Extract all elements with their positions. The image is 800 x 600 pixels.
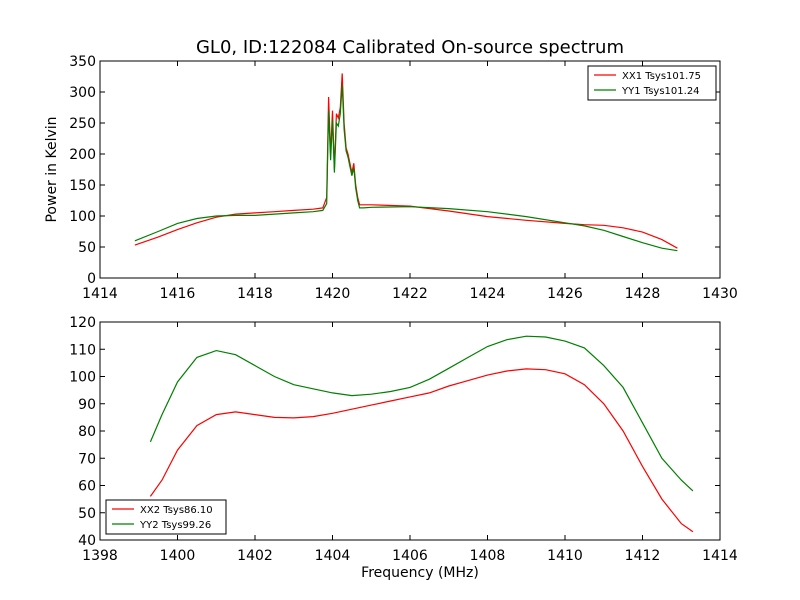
- y-tick-label: 250: [69, 116, 96, 132]
- legend-label: YY2 Tsys99.26: [139, 520, 211, 531]
- series-line-yy: [134, 84, 678, 252]
- legend-label: YY1 Tsys101.24: [621, 86, 700, 97]
- x-tick-label: 1426: [547, 286, 583, 302]
- y-tick-label: 50: [78, 506, 96, 522]
- x-tick-label: 1424: [470, 286, 506, 302]
- legend-box: [587, 65, 717, 101]
- y-tick-label: 90: [78, 397, 96, 413]
- y-tick-label: 40: [78, 533, 96, 549]
- series-line-yy: [149, 335, 694, 492]
- y-axis-label: Power in Kelvin: [44, 116, 60, 222]
- bottom-subplot: 1398 1400 1402 1404 1406 1408 1410 1412 1414 40 50…: [69, 315, 738, 581]
- x-tick-label: 1400: [160, 548, 196, 564]
- x-tick-label: 1404: [315, 548, 351, 564]
- x-tick-label: 1410: [547, 548, 583, 564]
- top-subplot: 1414 1416 1418 1420 1422 1424 1426 1428 1430 0 50 1…: [44, 54, 738, 302]
- y-tick-label: 110: [69, 342, 96, 358]
- x-tick-label: 1406: [392, 548, 428, 564]
- y-tick-label: 70: [78, 451, 96, 467]
- x-axis-label: Frequency (MHz): [361, 565, 479, 581]
- legend-box: [105, 499, 227, 535]
- x-tick-label: 1414: [82, 286, 118, 302]
- x-tick-label: 1402: [237, 548, 273, 564]
- y-tick-label: 150: [69, 178, 96, 194]
- series-line-xx: [149, 368, 694, 533]
- x-tick-label: 1412: [625, 548, 661, 564]
- y-tick-label: 50: [78, 240, 96, 256]
- y-tick-label: 100: [69, 209, 96, 225]
- y-tick-label: 100: [69, 370, 96, 386]
- x-tick-label: 1430: [702, 286, 738, 302]
- x-tick-label: 1414: [702, 548, 738, 564]
- y-tick-label: 350: [69, 54, 96, 70]
- y-tick-label: 60: [78, 479, 96, 495]
- x-tick-label: 1420: [315, 286, 351, 302]
- legend-label: XX1 Tsys101.75: [622, 71, 701, 82]
- x-tick-label: 1398: [82, 548, 118, 564]
- figure-title: GL0, ID:122084 Calibrated On-source spec…: [196, 37, 624, 58]
- y-tick-label: 0: [87, 271, 96, 287]
- y-tick-label: 80: [78, 424, 96, 440]
- x-tick-label: 1422: [392, 286, 428, 302]
- x-tick-label: 1418: [237, 286, 273, 302]
- x-tick-label: 1416: [160, 286, 196, 302]
- y-tick-label: 300: [69, 85, 96, 101]
- legend-label: XX2 Tsys86.10: [140, 505, 213, 516]
- y-tick-label: 200: [69, 147, 96, 163]
- y-tick-label: 120: [69, 315, 96, 331]
- x-tick-label: 1408: [470, 548, 506, 564]
- x-tick-label: 1428: [625, 286, 661, 302]
